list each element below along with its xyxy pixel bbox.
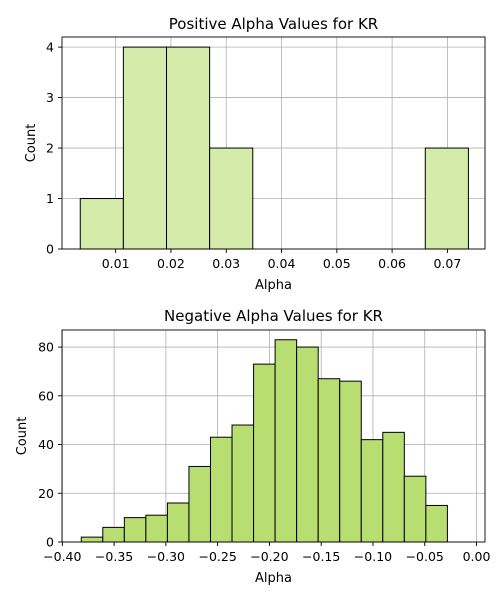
x-axis-label: Alpha — [255, 278, 292, 293]
x-tick-label: 0.04 — [268, 256, 296, 271]
x-tick-label: 0.06 — [378, 256, 406, 271]
x-tick-label: 0.02 — [157, 256, 185, 271]
x-tick-label: −0.05 — [406, 549, 444, 564]
histogram-bar — [80, 536, 104, 543]
y-tick-label: 0 — [46, 242, 54, 257]
y-axis-label: Count — [15, 417, 30, 456]
bars — [80, 339, 448, 543]
y-tick-label: 60 — [38, 388, 54, 403]
y-tick-label: 80 — [38, 340, 54, 355]
y-tick-label: 1 — [46, 191, 54, 206]
histogram-bar — [166, 502, 190, 543]
x-ticks: 0.01 0.02 0.03 0.04 0.05 0.06 0.07 — [102, 249, 461, 271]
histogram-bar — [253, 363, 276, 543]
y-ticks: 0 20 40 60 80 — [38, 340, 62, 550]
x-ticks: −0.40 −0.35 −0.30 −0.25 −0.20 −0.15 −0.10 −0.05… — [43, 542, 490, 564]
x-tick-label: −0.35 — [95, 549, 133, 564]
x-tick-label: 0.07 — [433, 256, 461, 271]
x-tick-label: −0.15 — [302, 549, 340, 564]
histogram-bar — [274, 339, 298, 543]
y-axis-label: Count — [24, 124, 39, 163]
histogram-bar — [339, 380, 362, 543]
histogram-bar — [424, 147, 469, 250]
histogram-bar — [382, 431, 405, 543]
plot-frame — [61, 36, 486, 250]
x-tick-label: 0.05 — [323, 256, 351, 271]
y-tick-label: 20 — [38, 486, 54, 501]
histogram-bar — [166, 46, 211, 250]
x-tick-label: −0.20 — [250, 549, 288, 564]
y-tick-label: 2 — [46, 141, 54, 156]
histogram-bar — [209, 436, 233, 543]
histogram-bar — [296, 346, 319, 543]
histogram-bar — [231, 424, 255, 543]
chart-title: Positive Alpha Values for KR — [169, 15, 378, 33]
x-tick-label: −0.40 — [43, 549, 81, 564]
chart-negative-alpha: Negative Alpha Values for KR −0.40 −0.35−… — [15, 307, 490, 586]
y-tick-label: 40 — [38, 437, 54, 452]
chart-positive-alpha: Positive Alpha Values for KR 0.01 0.02 0.0… — [24, 15, 486, 293]
bars — [79, 46, 469, 250]
histogram-bar — [317, 378, 341, 543]
chart-title: Negative Alpha Values for KR — [164, 307, 383, 325]
y-tick-label: 0 — [46, 535, 54, 550]
histogram-bar — [360, 439, 384, 543]
histogram-bar — [425, 504, 448, 543]
histogram-bar — [79, 198, 124, 250]
histogram-bar — [123, 517, 147, 543]
x-tick-label: −0.25 — [198, 549, 236, 564]
histogram-bar — [188, 465, 211, 543]
x-tick-label: −0.10 — [354, 549, 392, 564]
x-tick-label: −0.30 — [147, 549, 185, 564]
histogram-bar — [102, 526, 125, 543]
histogram-bar — [145, 514, 168, 543]
x-tick-label: 0.01 — [102, 256, 130, 271]
histogram-bar — [122, 46, 168, 250]
y-ticks: 0 1 2 3 4 — [46, 40, 62, 257]
y-tick-label: 3 — [46, 90, 54, 105]
x-tick-label: 0.03 — [212, 256, 240, 271]
y-tick-label: 4 — [46, 40, 54, 55]
histogram-bar — [209, 147, 254, 250]
x-tick-label: 0.00 — [463, 549, 491, 564]
histogram-bar — [403, 475, 427, 543]
plot-frame — [61, 329, 486, 543]
x-axis-label: Alpha — [255, 571, 292, 586]
